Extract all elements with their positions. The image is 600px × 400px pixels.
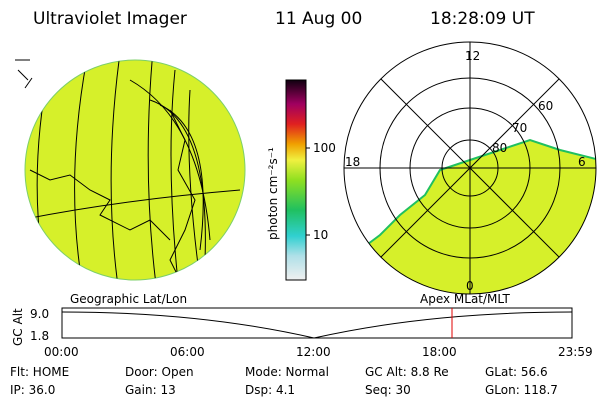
colorbar-tick: 100: [313, 141, 336, 155]
y-label: GC Alt: [11, 308, 25, 346]
x-tick-label: 18:00: [422, 345, 457, 359]
x-tick-label: 23:59: [558, 345, 593, 359]
info-field: Dsp: 4.1: [245, 383, 295, 397]
info-field: Seq: 30: [365, 383, 411, 397]
colorbar: 100 10 photon cm⁻²s⁻¹: [266, 79, 336, 281]
date: 11 Aug 00: [275, 9, 362, 29]
polar-map: 12 18 6 0 60 70 80: [343, 41, 597, 295]
x-tick-label: 12:00: [296, 345, 331, 359]
info-field: Flt: HOME: [10, 365, 69, 379]
mlt-label: 0: [466, 279, 474, 293]
mlt-label: 18: [345, 155, 360, 169]
info-field: IP: 36.0: [10, 383, 55, 397]
x-tick-label: 00:00: [44, 345, 79, 359]
info-panel: Flt: HOME Door: Open Mode: Normal GC Alt: 8…: [10, 365, 558, 397]
info-field: GC Alt: 8.8 Re: [365, 365, 449, 379]
x-tick-label: 06:00: [170, 345, 205, 359]
info-field: Mode: Normal: [245, 365, 329, 379]
info-field: GLat: 56.6: [485, 365, 548, 379]
info-field: GLon: 118.7: [485, 383, 558, 397]
y-tick-label: 1.8: [30, 329, 49, 343]
mlt-label: 6: [578, 155, 586, 169]
lat-label: 80: [492, 141, 507, 155]
panel-label: Apex MLat/MLT: [420, 292, 510, 306]
title: Ultraviolet Imager: [33, 9, 187, 29]
time: 18:28:09 UT: [430, 9, 535, 29]
lat-label: 70: [512, 121, 527, 135]
colorbar-tick: 10: [313, 228, 328, 242]
mlt-label: 12: [465, 49, 480, 63]
colorbar-label: photon cm⁻²s⁻¹: [266, 147, 280, 240]
lat-label: 60: [538, 99, 553, 113]
y-tick-label: 9.0: [30, 307, 49, 321]
timeline: GC Alt 9.0 1.8 00:00 06:00 12:00 18:00 2…: [11, 307, 593, 359]
panel-label: Geographic Lat/Lon: [70, 292, 187, 306]
info-field: Door: Open: [125, 365, 194, 379]
info-field: Gain: 13: [125, 383, 176, 397]
geographic-map: [15, 59, 246, 281]
